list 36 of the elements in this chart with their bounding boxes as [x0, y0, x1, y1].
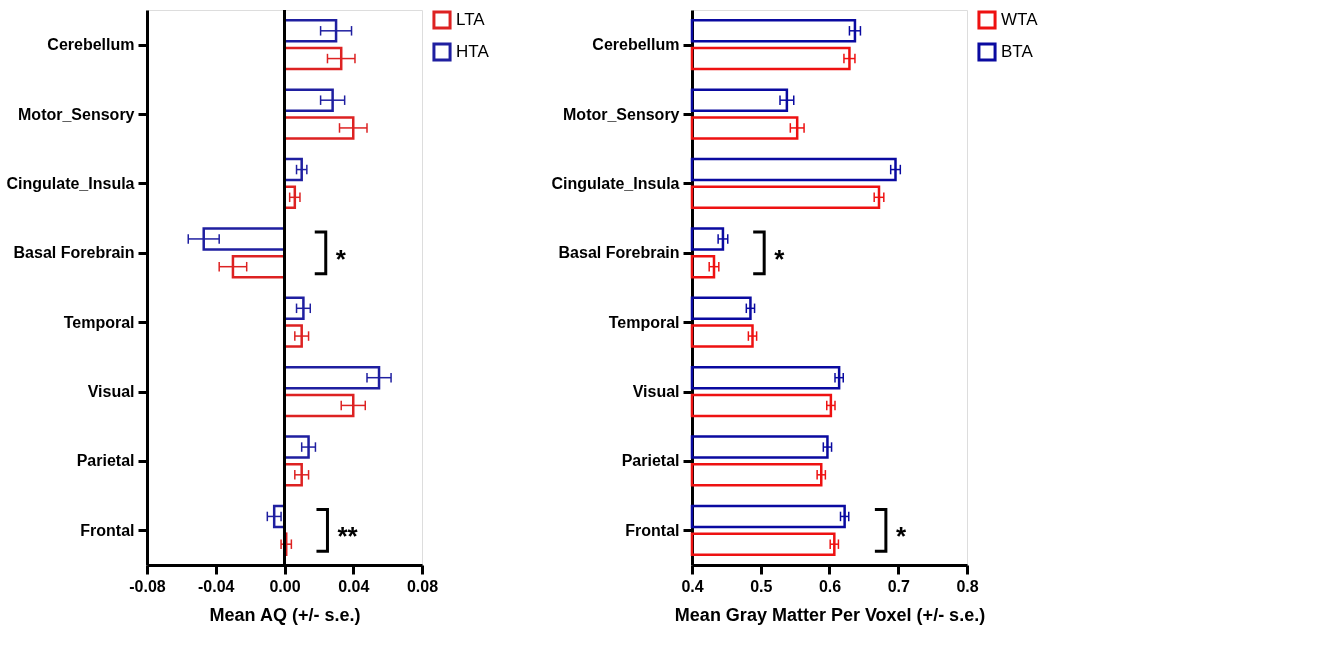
x-tick-label: 0.00: [269, 577, 301, 595]
legend-label: HTA: [456, 42, 490, 61]
y-tick-label: Parietal: [76, 452, 135, 470]
annotation: **: [337, 521, 359, 552]
y-tick-label: Motor_Sensory: [18, 105, 135, 123]
annotation: *: [774, 243, 786, 274]
annotation: *: [335, 243, 347, 274]
x-axis-title: Mean AQ (+/- s.e.): [209, 604, 361, 625]
y-tick-label: Cingulate_Insula: [551, 174, 680, 192]
y-tick-label: Frontal: [80, 521, 135, 539]
y-tick-label: Temporal: [63, 313, 135, 331]
x-tick-label: 0.4: [681, 577, 704, 595]
legend-label: BTA: [1001, 42, 1034, 61]
legend-label: LTA: [456, 10, 486, 29]
y-tick-label: Basal Forebrain: [558, 244, 680, 262]
x-tick-label: -0.08: [129, 577, 166, 595]
x-tick-label: 0.5: [750, 577, 773, 595]
y-tick-label: Cerebellum: [47, 36, 135, 54]
x-tick-label: 0.08: [406, 577, 439, 595]
y-tick-label: Motor_Sensory: [563, 105, 680, 123]
annotation: *: [895, 521, 907, 552]
y-tick-label: Visual: [632, 383, 680, 401]
x-tick-label: 0.7: [887, 577, 910, 595]
y-tick-label: Frontal: [625, 521, 680, 539]
y-tick-label: Temporal: [608, 313, 680, 331]
legend-label: WTA: [1001, 10, 1039, 29]
x-tick-label: 0.8: [956, 577, 979, 595]
y-tick-label: Cerebellum: [592, 36, 680, 54]
x-tick-label: 0.6: [818, 577, 842, 595]
y-tick-label: Visual: [87, 383, 135, 401]
x-axis-title: Mean Gray Matter Per Voxel (+/- s.e.): [674, 604, 986, 625]
y-tick-label: Basal Forebrain: [13, 244, 135, 262]
x-tick-label: -0.04: [198, 577, 235, 595]
y-tick-label: Cingulate_Insula: [6, 174, 135, 192]
x-tick-label: 0.04: [338, 577, 370, 595]
y-tick-label: Parietal: [621, 452, 680, 470]
